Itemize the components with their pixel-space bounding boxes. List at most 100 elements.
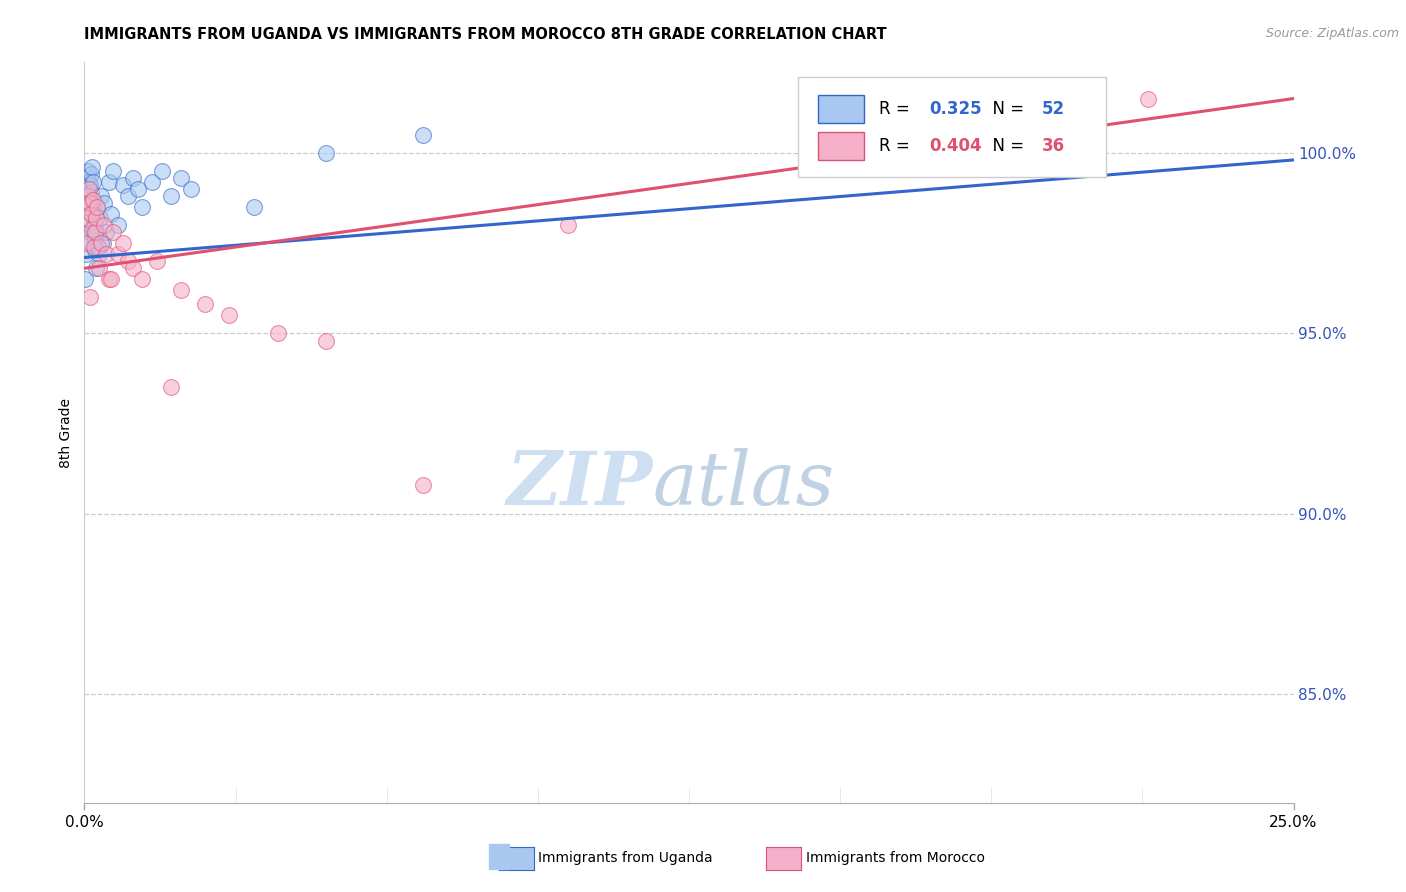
Point	[79, 178, 101, 193]
Point	[80, 221, 103, 235]
Point	[127, 182, 149, 196]
Point	[557, 218, 579, 232]
Point	[86, 200, 108, 214]
Point	[84, 218, 107, 232]
FancyBboxPatch shape	[818, 95, 865, 123]
Point	[84, 244, 107, 258]
Point	[77, 175, 100, 189]
Point	[86, 200, 108, 214]
Point	[170, 171, 193, 186]
Point	[83, 214, 105, 228]
Point	[75, 235, 97, 250]
Point	[80, 168, 103, 182]
Text: Source: ZipAtlas.com: Source: ZipAtlas.com	[1265, 27, 1399, 40]
Y-axis label: 8th Grade: 8th Grade	[59, 398, 73, 467]
Point	[82, 203, 104, 218]
Point	[107, 247, 129, 261]
Point	[87, 247, 110, 261]
FancyBboxPatch shape	[818, 132, 865, 161]
Text: N =: N =	[981, 137, 1029, 155]
Point	[131, 200, 153, 214]
Text: 52: 52	[1042, 100, 1066, 118]
Point	[315, 145, 337, 160]
Point	[107, 218, 129, 232]
Point	[76, 211, 98, 225]
Point	[117, 189, 139, 203]
Point	[76, 200, 98, 214]
Point	[194, 297, 217, 311]
Point	[131, 272, 153, 286]
Point	[150, 163, 173, 178]
Point	[94, 225, 117, 239]
Point	[77, 163, 100, 178]
Text: R =: R =	[879, 137, 915, 155]
Text: 0.325: 0.325	[929, 100, 983, 118]
Text: ZIP: ZIP	[506, 448, 652, 521]
Point	[77, 200, 100, 214]
Point	[97, 272, 120, 286]
Point	[1137, 91, 1160, 105]
Point	[84, 261, 107, 276]
Point	[412, 478, 434, 492]
Point	[80, 207, 103, 221]
Point	[76, 182, 98, 196]
Point	[412, 128, 434, 142]
Text: 0.404: 0.404	[929, 137, 983, 155]
Point	[94, 247, 117, 261]
Point	[77, 189, 100, 203]
Point	[180, 182, 202, 196]
Point	[315, 334, 337, 348]
Point	[112, 178, 135, 193]
Point	[83, 221, 105, 235]
Point	[112, 235, 135, 250]
Point	[83, 225, 105, 239]
Text: Immigrants from Uganda: Immigrants from Uganda	[538, 851, 713, 865]
Point	[75, 182, 97, 196]
Text: R =: R =	[879, 100, 915, 118]
Point	[160, 189, 183, 203]
Point	[121, 171, 143, 186]
Point	[76, 171, 98, 186]
Point	[90, 235, 112, 250]
Point	[86, 225, 108, 239]
Point	[100, 207, 122, 221]
Point	[103, 163, 125, 178]
Text: N =: N =	[981, 100, 1029, 118]
Point	[75, 247, 97, 261]
Point	[100, 272, 122, 286]
Point	[117, 254, 139, 268]
Point	[80, 160, 103, 174]
Point	[146, 254, 169, 268]
Point	[83, 239, 105, 253]
Point	[82, 175, 104, 189]
Point	[83, 232, 105, 246]
Point	[103, 225, 125, 239]
Point	[75, 272, 97, 286]
Point	[242, 200, 264, 214]
Text: Immigrants from Morocco: Immigrants from Morocco	[806, 851, 984, 865]
Point	[160, 380, 183, 394]
Point	[77, 182, 100, 196]
Point	[76, 189, 98, 203]
Point	[218, 308, 240, 322]
Point	[93, 218, 115, 232]
Text: atlas: atlas	[652, 448, 835, 521]
Point	[91, 235, 114, 250]
Point	[89, 211, 111, 225]
FancyBboxPatch shape	[797, 78, 1107, 178]
Text: IMMIGRANTS FROM UGANDA VS IMMIGRANTS FROM MOROCCO 8TH GRADE CORRELATION CHART: IMMIGRANTS FROM UGANDA VS IMMIGRANTS FRO…	[84, 27, 887, 42]
Point	[79, 196, 101, 211]
Point	[79, 290, 101, 304]
Point	[87, 239, 110, 253]
Point	[267, 326, 290, 341]
Point	[141, 175, 163, 189]
Point	[79, 196, 101, 211]
Point	[84, 211, 107, 225]
Point	[97, 175, 120, 189]
Point	[82, 193, 104, 207]
Text: 36: 36	[1042, 137, 1066, 155]
Point	[87, 261, 110, 276]
Point	[82, 193, 104, 207]
Point	[170, 283, 193, 297]
Point	[93, 196, 115, 211]
